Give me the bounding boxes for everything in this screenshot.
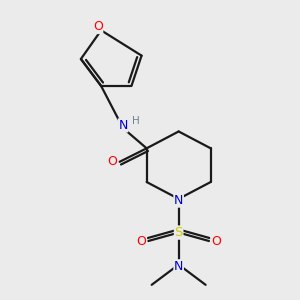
Text: O: O bbox=[93, 20, 103, 34]
Text: S: S bbox=[175, 226, 183, 239]
Text: N: N bbox=[118, 119, 128, 132]
Text: N: N bbox=[174, 260, 183, 273]
Text: N: N bbox=[174, 194, 183, 207]
Text: H: H bbox=[132, 116, 140, 126]
Text: O: O bbox=[211, 235, 221, 248]
Text: O: O bbox=[107, 155, 117, 168]
Text: O: O bbox=[136, 235, 146, 248]
